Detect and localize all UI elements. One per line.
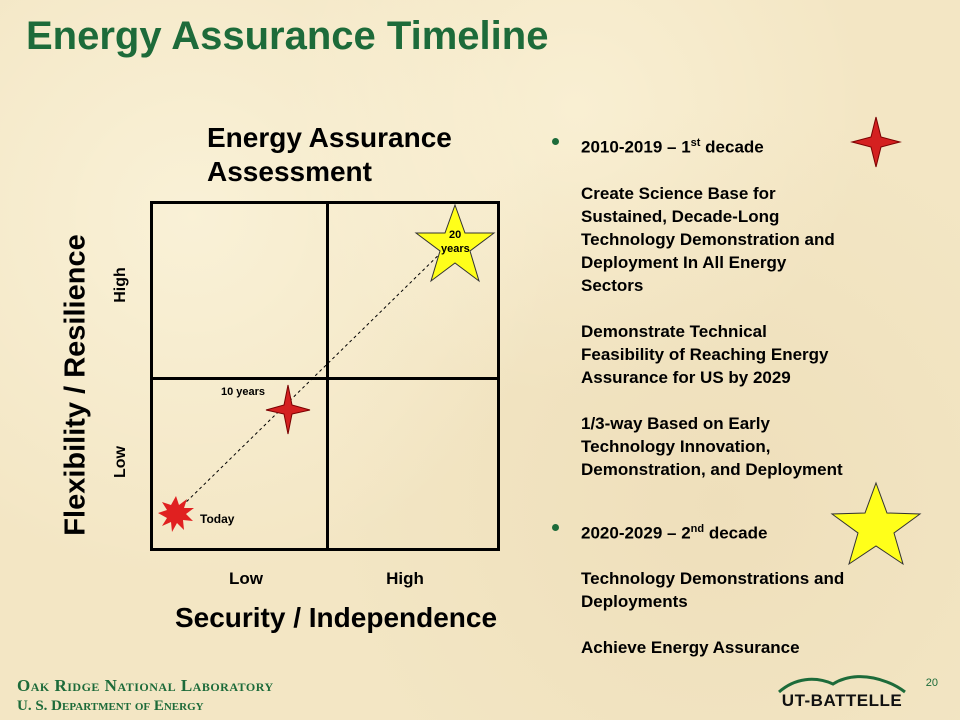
page-number: 20 <box>925 677 938 689</box>
trajectory-line <box>177 239 455 511</box>
bullet-decade-2: 2020-2029 – 2nd decade Technology Demons… <box>552 518 942 660</box>
decade-bullet-list: 2010-2019 – 1st decade Create Science Ba… <box>552 132 942 659</box>
bullet-text-line: Demonstrate Technical <box>581 321 767 341</box>
bullet-text-line: Demonstration, and Deployment <box>581 459 843 479</box>
footer-lab-name: Oak Ridge National Laboratory <box>17 676 274 695</box>
point-label-10-years: 10 years <box>221 386 266 398</box>
mountain-logo-icon <box>778 675 906 694</box>
bullet-text-line: Deployment In All Energy <box>581 252 787 272</box>
bullet-text-line: Sectors <box>581 275 644 295</box>
grid-horizontal-divider <box>153 377 497 380</box>
yellow-star-icon <box>830 481 922 566</box>
bullet-text-line: Achieve Energy Assurance <box>581 638 800 658</box>
bullet-text-line: Deployments <box>581 592 688 612</box>
footer-department: U. S. Department of Energy <box>17 698 204 714</box>
bullet-heading: 2010-2019 – 1st decade <box>581 137 764 157</box>
bullet-text-line: Technology Demonstrations and <box>581 569 845 589</box>
bullet-text-line: Assurance for US by 2029 <box>581 367 791 387</box>
bullet-text-line: Technology Demonstration and <box>581 229 835 249</box>
red-burst-icon <box>158 496 194 532</box>
bullet-text-line: 1/3-way Based on Early <box>581 413 770 433</box>
x-axis-title: Security / Independence <box>174 602 498 633</box>
point-label-20: 20 <box>449 229 462 241</box>
bullet-dot-icon <box>552 138 559 145</box>
yellow-star-icon <box>414 203 496 283</box>
grid-vertical-divider <box>326 204 329 548</box>
bullet-dot-icon <box>552 523 559 531</box>
bullet-heading: 2020-2029 – 2nd decade <box>581 522 768 543</box>
assessment-title: Energy Assurance Assessment <box>207 122 452 187</box>
page-title: Energy Assurance Timeline <box>26 14 549 58</box>
x-tick-low: Low <box>229 569 263 588</box>
bullet-text-line: Technology Innovation, <box>581 436 771 456</box>
bullet-decade-1: 2010-2019 – 1st decade Create Science Ba… <box>552 132 942 481</box>
assessment-grid <box>150 201 500 551</box>
logo-text: UT-BATTELLE <box>781 691 903 710</box>
x-tick-high: High <box>386 569 424 588</box>
ut-battelle-logo: UT-BATTELLE <box>775 672 909 716</box>
point-label-years: years <box>441 243 470 255</box>
bullet-text-line: Feasibility of Reaching Energy <box>581 344 829 364</box>
point-label-today: Today <box>200 512 235 526</box>
bullet-text-line: Sustained, Decade-Long <box>581 206 780 226</box>
red-star-icon <box>850 116 902 168</box>
bullet-text-line: Create Science Base for <box>581 183 776 203</box>
red-star-icon <box>265 384 311 435</box>
